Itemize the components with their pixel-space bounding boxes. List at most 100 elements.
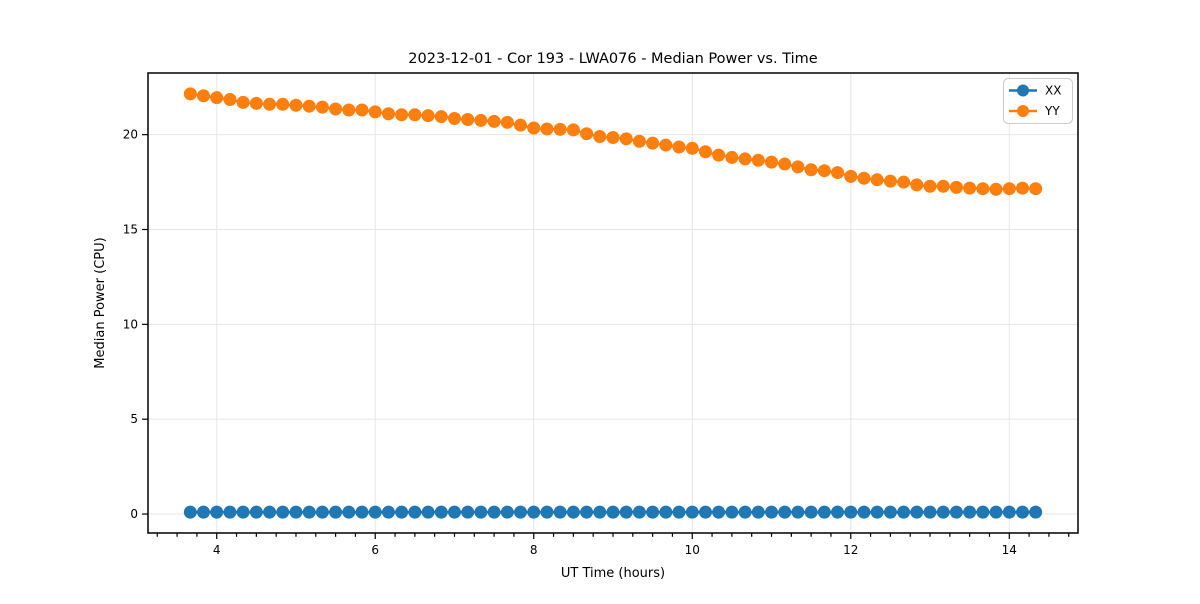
xx-data-point xyxy=(870,505,884,519)
xx-data-point xyxy=(897,505,911,519)
xx-data-point xyxy=(1016,505,1030,519)
xx-data-point xyxy=(672,505,686,519)
xx-data-point xyxy=(883,505,897,519)
yy-data-point xyxy=(897,175,911,189)
yy-data-point xyxy=(315,100,329,114)
y-axis-label: Median Power (CPU) xyxy=(93,237,108,368)
yy-data-point xyxy=(355,103,369,117)
chart-title: 2023-12-01 - Cor 193 - LWA076 - Median P… xyxy=(408,51,817,67)
xx-data-point xyxy=(1029,505,1043,519)
y-tick-label: 0 xyxy=(130,507,138,521)
xx-data-point xyxy=(421,505,435,519)
xx-data-point xyxy=(831,505,845,519)
x-tick-label: 14 xyxy=(1002,543,1017,557)
xx-data-point xyxy=(461,505,475,519)
yy-data-point xyxy=(1016,181,1030,195)
yy-data-point xyxy=(698,145,712,159)
yy-data-point xyxy=(263,97,277,111)
xx-data-point xyxy=(553,505,567,519)
yy-data-point xyxy=(381,107,395,121)
yy-data-point xyxy=(329,102,343,116)
xx-data-point xyxy=(923,505,937,519)
x-axis-label: UT Time (hours) xyxy=(561,566,665,581)
yy-data-point xyxy=(527,121,541,135)
xx-data-point xyxy=(646,505,660,519)
xx-data-point xyxy=(632,505,646,519)
legend-box xyxy=(1003,78,1073,124)
xx-data-point xyxy=(236,505,250,519)
legend-label-yy: YY xyxy=(1044,104,1060,118)
xx-data-point xyxy=(619,505,633,519)
xx-data-point xyxy=(725,505,739,519)
xx-data-point xyxy=(487,505,501,519)
yy-data-point xyxy=(989,182,1003,196)
xx-data-point xyxy=(196,505,210,519)
yy-data-point xyxy=(857,171,871,185)
plot-area xyxy=(148,73,1078,533)
yy-data-point xyxy=(514,118,528,132)
yy-data-point xyxy=(500,115,514,129)
y-tick-label: 5 xyxy=(130,412,138,426)
xx-data-point xyxy=(698,505,712,519)
xx-data-point xyxy=(817,505,831,519)
yy-data-point xyxy=(725,150,739,164)
yy-data-point xyxy=(474,113,488,127)
yy-data-point xyxy=(223,93,237,107)
yy-data-point xyxy=(566,123,580,137)
yy-data-point xyxy=(936,179,950,193)
xx-data-point xyxy=(355,505,369,519)
yy-data-point xyxy=(540,122,554,136)
y-tick-label: 20 xyxy=(123,128,138,142)
legend-sample-marker-xx xyxy=(1017,84,1029,97)
data-series xyxy=(183,87,1043,519)
yy-data-point xyxy=(619,132,633,146)
xx-data-point xyxy=(368,505,382,519)
xx-data-point xyxy=(738,505,752,519)
xx-data-point xyxy=(963,505,977,519)
xx-data-point xyxy=(223,505,237,519)
yy-data-point xyxy=(368,105,382,119)
xx-data-point xyxy=(566,505,580,519)
yy-data-point xyxy=(1002,182,1016,196)
x-tick-label: 8 xyxy=(530,543,538,557)
yy-data-point xyxy=(395,108,409,122)
yy-data-point xyxy=(580,127,594,141)
yy-data-point xyxy=(751,153,765,167)
yy-data-point xyxy=(712,148,726,162)
xx-data-point xyxy=(500,505,514,519)
yy-data-point xyxy=(844,169,858,183)
yy-data-point xyxy=(196,89,210,103)
yy-data-point xyxy=(434,110,448,124)
xx-data-point xyxy=(408,505,422,519)
yy-data-point xyxy=(249,96,263,110)
yy-data-point xyxy=(593,130,607,144)
xx-data-point xyxy=(910,505,924,519)
xx-data-point xyxy=(183,505,197,519)
yy-data-point xyxy=(461,112,475,126)
xx-data-point xyxy=(395,505,409,519)
y-tick-label: 10 xyxy=(123,317,138,331)
xx-data-point xyxy=(381,505,395,519)
x-tick-label: 12 xyxy=(843,543,858,557)
yy-data-point xyxy=(659,138,673,152)
legend-sample-marker-yy xyxy=(1017,105,1029,117)
xx-data-point xyxy=(514,505,528,519)
xx-data-point xyxy=(289,505,303,519)
xx-data-point xyxy=(857,505,871,519)
yy-data-point xyxy=(778,157,792,171)
yy-data-point xyxy=(606,130,620,144)
yy-data-point xyxy=(870,173,884,187)
yy-data-point xyxy=(487,114,501,128)
yy-data-point xyxy=(949,180,963,194)
yy-data-point xyxy=(210,91,224,105)
xx-data-point xyxy=(606,505,620,519)
xx-data-point xyxy=(791,505,805,519)
xx-data-point xyxy=(949,505,963,519)
yy-data-point xyxy=(804,163,818,177)
xx-data-point xyxy=(936,505,950,519)
x-tick-label: 4 xyxy=(213,543,221,557)
legend[interactable]: XX YY xyxy=(1003,78,1073,124)
xx-data-point xyxy=(527,505,541,519)
xx-data-point xyxy=(593,505,607,519)
